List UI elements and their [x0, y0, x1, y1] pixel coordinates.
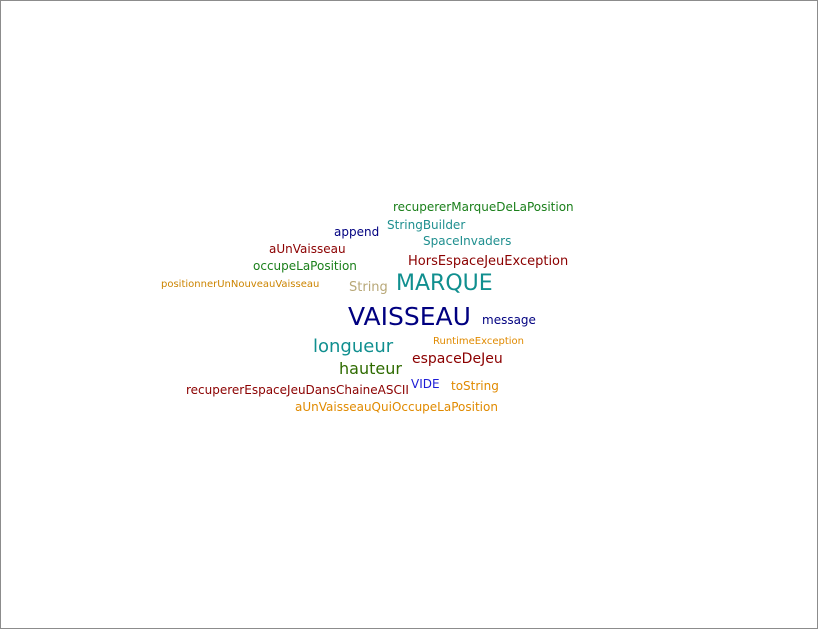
word-positionnerUnNouveauVaisseau: positionnerUnNouveauVaisseau: [161, 279, 320, 290]
word-RuntimeException: RuntimeException: [433, 336, 524, 347]
word-recupererMarqueDeLaPosition: recupererMarqueDeLaPosition: [393, 200, 574, 214]
word-MARQUE: MARQUE: [396, 271, 493, 296]
word-SpaceInvaders: SpaceInvaders: [423, 234, 512, 248]
word-espaceDeJeu: espaceDeJeu: [412, 351, 503, 367]
word-append: append: [334, 225, 380, 239]
word-aUnVaisseauQuiOccupeLaPosition: aUnVaisseauQuiOccupeLaPosition: [295, 400, 498, 414]
word-longueur: longueur: [313, 336, 394, 357]
word-VAISSEAU: VAISSEAU: [348, 302, 471, 331]
word-toString: toString: [451, 379, 499, 393]
word-recupererEspaceJeuDansChaineASCII: recupererEspaceJeuDansChaineASCII: [186, 383, 409, 397]
word-hauteur: hauteur: [339, 359, 402, 378]
word-aUnVaisseau: aUnVaisseau: [269, 242, 346, 256]
word-message: message: [482, 313, 536, 327]
word-StringBuilder: StringBuilder: [387, 218, 466, 232]
word-HorsEspaceJeuException: HorsEspaceJeuException: [408, 254, 569, 269]
word-VIDE: VIDE: [411, 377, 440, 391]
word-occupeLaPosition: occupeLaPosition: [253, 259, 357, 273]
word-String: String: [349, 280, 388, 295]
